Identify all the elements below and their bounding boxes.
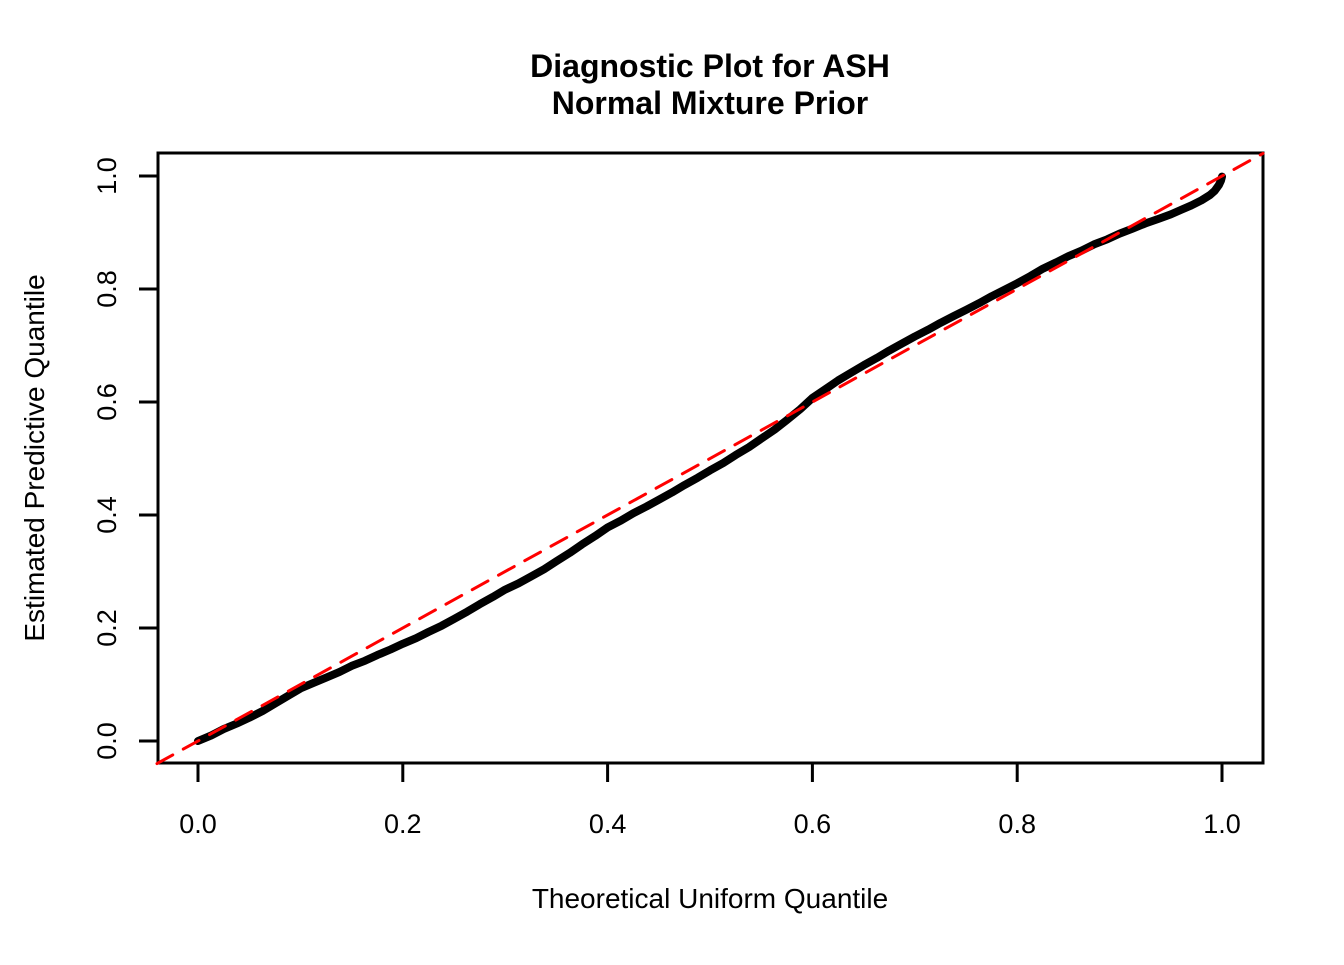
- y-tick-label: 0.8: [92, 270, 122, 308]
- y-axis-label: Estimated Predictive Quantile: [19, 274, 50, 641]
- y-tick-label: 0.4: [92, 496, 122, 534]
- y-axis: 0.0 0.2 0.4 0.6 0.8 1.0: [92, 157, 158, 760]
- chart-title-line-1: Diagnostic Plot for ASH: [530, 48, 890, 84]
- x-tick-label: 0.0: [179, 809, 217, 839]
- y-tick-label: 1.0: [92, 157, 122, 195]
- plot-box: [156, 151, 1265, 765]
- y-tick-label: 0.0: [92, 722, 122, 760]
- x-tick-label: 0.2: [384, 809, 422, 839]
- x-axis: 0.0 0.2 0.4 0.6 0.8 1.0: [179, 763, 1241, 839]
- estimated-predictive-quantile-curve: [194, 172, 1226, 745]
- series-layer: [155, 151, 1265, 766]
- x-axis-label: Theoretical Uniform Quantile: [532, 883, 888, 914]
- chart-title-group: Diagnostic Plot for ASH Normal Mixture P…: [530, 48, 890, 121]
- x-tick-label: 0.6: [794, 809, 832, 839]
- x-tick-label: 0.8: [998, 809, 1036, 839]
- chart-title-line-2: Normal Mixture Prior: [552, 85, 869, 121]
- x-tick-label: 0.4: [589, 809, 627, 839]
- y-tick-label: 0.6: [92, 383, 122, 421]
- reference-line-y-equals-x: [155, 151, 1265, 766]
- x-tick-label: 1.0: [1203, 809, 1241, 839]
- y-tick-label: 0.2: [92, 609, 122, 647]
